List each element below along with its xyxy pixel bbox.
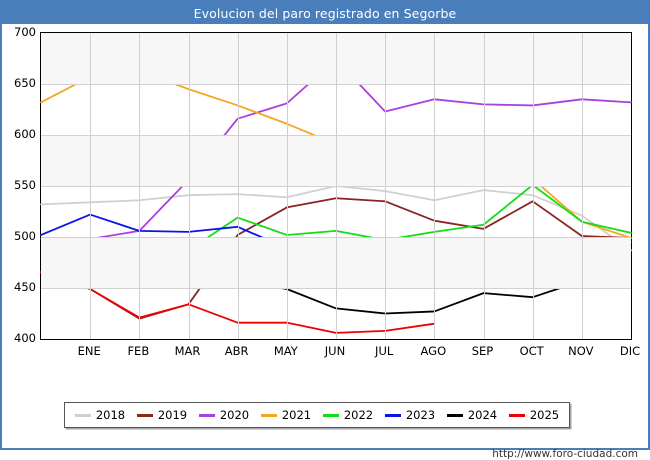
- legend-swatch-icon: [322, 413, 339, 417]
- x-tick-label: JUL: [375, 344, 394, 358]
- y-axis-tick-labels: 400 450 500 550 600 650 700: [2, 25, 36, 345]
- gridline-vertical: [90, 33, 92, 339]
- legend-swatch-icon: [198, 413, 215, 417]
- chart-area: 400 450 500 550 600 650 700 ENE FEB MAR ABR MAY JUN…: [2, 24, 648, 460]
- legend-label: 2024: [467, 408, 498, 422]
- legend-item-2022[interactable]: 2022: [322, 408, 374, 422]
- legend-item-2020[interactable]: 2020: [198, 408, 250, 422]
- gridline-vertical: [286, 33, 288, 339]
- legend-item-2018[interactable]: 2018: [74, 408, 126, 422]
- x-axis-tick-labels: ENE FEB MAR ABR MAY JUN JUL AGO SEP OCT NOV DIC: [40, 342, 641, 362]
- legend-label: 2018: [95, 408, 126, 422]
- gridline-vertical: [385, 33, 387, 339]
- y-tick-label: 450: [14, 280, 36, 294]
- x-tick-label: SEP: [471, 344, 494, 358]
- x-tick-label: MAY: [273, 344, 298, 358]
- y-tick-label: 600: [14, 127, 36, 141]
- legend-item-2024[interactable]: 2024: [446, 408, 498, 422]
- y-tick-label: 400: [14, 331, 36, 345]
- gridline-vertical: [139, 33, 141, 339]
- gridline-vertical: [188, 33, 190, 339]
- legend-label: 2023: [405, 408, 436, 422]
- legend-label: 2022: [343, 408, 374, 422]
- legend-label: 2025: [529, 408, 560, 422]
- page-title: Evolucion del paro registrado en Segorbe: [193, 5, 457, 21]
- x-tick-label: OCT: [519, 344, 544, 358]
- x-tick-label: AGO: [420, 344, 447, 358]
- gridline-vertical: [237, 33, 239, 339]
- legend-item-2023[interactable]: 2023: [384, 408, 436, 422]
- legend-item-2019[interactable]: 2019: [136, 408, 188, 422]
- legend-swatch-icon: [446, 413, 463, 417]
- x-tick-label: NOV: [568, 344, 594, 358]
- legend-swatch-icon: [384, 413, 401, 417]
- x-tick-label: FEB: [127, 344, 150, 358]
- x-tick-label: ABR: [224, 344, 249, 358]
- legend-swatch-icon: [74, 413, 91, 417]
- legend-label: 2021: [281, 408, 312, 422]
- legend-swatch-icon: [508, 413, 525, 417]
- legend-item-2025[interactable]: 2025: [508, 408, 560, 422]
- legend-swatch-icon: [260, 413, 277, 417]
- x-tick-label: JUN: [324, 344, 346, 358]
- plot-region: [40, 32, 632, 340]
- chart-legend: 2018 2019 2020 2021 2022 2023 2024 2025: [64, 402, 570, 428]
- gridline-vertical: [581, 33, 583, 339]
- gridline-vertical: [532, 33, 534, 339]
- window-title-bar: Evolucion del paro registrado en Segorbe: [2, 2, 648, 24]
- y-tick-label: 700: [14, 25, 36, 39]
- x-tick-label: MAR: [174, 344, 201, 358]
- y-tick-label: 500: [14, 229, 36, 243]
- x-tick-label: ENE: [77, 344, 101, 358]
- y-tick-label: 650: [14, 76, 36, 90]
- x-tick-label: DIC: [619, 344, 641, 358]
- y-tick-label: 550: [14, 178, 36, 192]
- legend-label: 2020: [219, 408, 250, 422]
- legend-label: 2019: [157, 408, 188, 422]
- legend-item-2021[interactable]: 2021: [260, 408, 312, 422]
- legend-swatch-icon: [136, 413, 153, 417]
- gridline-vertical: [434, 33, 436, 339]
- gridline-vertical: [483, 33, 485, 339]
- gridline-vertical: [336, 33, 337, 339]
